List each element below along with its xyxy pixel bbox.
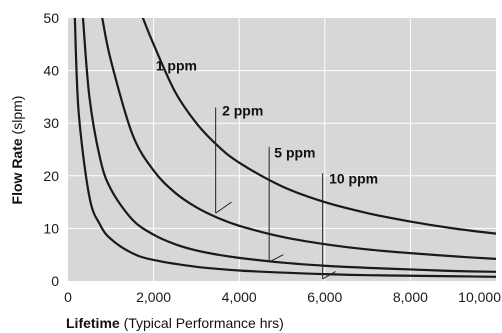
label-pointers bbox=[215, 107, 336, 280]
curve-label-10-ppm: 10 ppm bbox=[329, 171, 378, 187]
y-tick-label: 50 bbox=[43, 10, 59, 26]
y-axis-title-main: Flow Rate bbox=[9, 138, 25, 204]
x-axis-title: Lifetime (Typical Performance hrs) bbox=[66, 315, 284, 331]
curves bbox=[73, 18, 496, 278]
curve-label-5-ppm: 5 ppm bbox=[274, 144, 315, 160]
y-tick-label: 10 bbox=[43, 220, 59, 236]
curve-2-ppm bbox=[101, 18, 496, 261]
pointer-tick-2-ppm bbox=[268, 254, 284, 263]
curve-10-ppm bbox=[73, 18, 496, 278]
y-axis-title-detail: (slpm) bbox=[9, 96, 25, 139]
y-tick-label: 30 bbox=[43, 115, 59, 131]
x-axis-title-main: Lifetime bbox=[66, 315, 120, 331]
curve-5-ppm bbox=[81, 18, 496, 273]
y-tick-label: 20 bbox=[43, 168, 59, 184]
pointer-tick-5-ppm bbox=[322, 271, 336, 280]
curve-label-1-ppm: 1 ppm bbox=[156, 58, 197, 74]
y-tick-label: 40 bbox=[43, 63, 59, 79]
pointer-tick-1-ppm bbox=[215, 201, 232, 214]
x-tick-label: 0 bbox=[64, 289, 72, 305]
x-tick-label: 8,000 bbox=[393, 289, 428, 305]
y-axis-title: Flow Rate (slpm) bbox=[9, 96, 25, 205]
x-tick-label: 2,000 bbox=[136, 289, 171, 305]
grid-lines bbox=[68, 18, 496, 281]
y-tick-label: 0 bbox=[51, 273, 59, 289]
curve-labels: 1 ppm 2 ppm 5 ppm 10 ppm bbox=[156, 58, 378, 187]
x-tick-label: 6,000 bbox=[307, 289, 342, 305]
curve-1-ppm bbox=[141, 18, 496, 235]
x-tick-label: 4,000 bbox=[222, 289, 257, 305]
curve-label-2-ppm: 2 ppm bbox=[222, 102, 263, 118]
tick-labels: 0 2,000 4,000 6,000 8,000 10,000 0 10 20 30 40 50 bbox=[43, 10, 501, 305]
x-tick-label: 10,000 bbox=[458, 289, 501, 305]
x-axis-title-detail: (Typical Performance hrs) bbox=[120, 315, 284, 331]
